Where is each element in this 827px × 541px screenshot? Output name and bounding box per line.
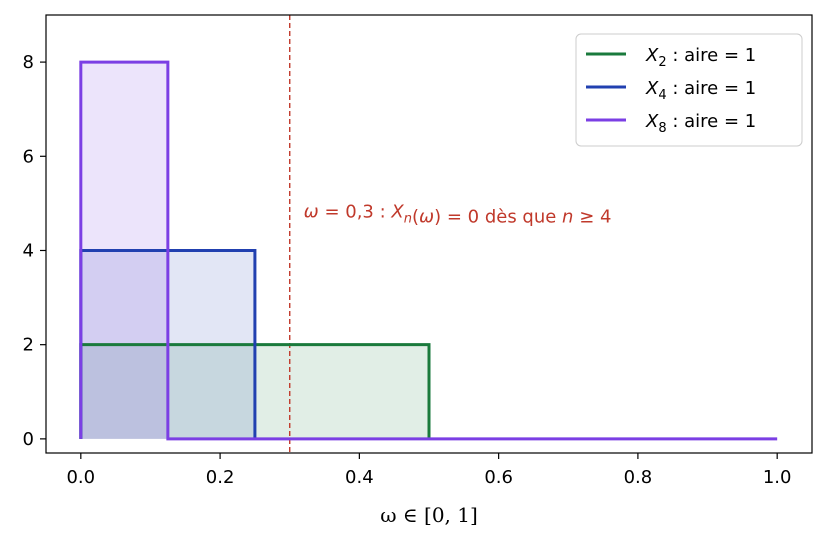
x-tick-label: 0.2 xyxy=(206,467,235,488)
series-x8-line xyxy=(79,60,778,441)
x-tick-label: 1.0 xyxy=(763,467,792,488)
y-tick-label: 8 xyxy=(23,52,34,73)
legend: X2 : aire = 1 X4 : aire = 1 X8 : aire = 1 xyxy=(575,33,803,147)
y-tick-label: 4 xyxy=(23,240,34,261)
x-ticks: 0.0 0.2 0.4 0.6 0.8 1.0 xyxy=(66,453,792,488)
x-axis-label: ω ∈ [0, 1] xyxy=(380,503,478,527)
x-tick-label: 0.8 xyxy=(624,467,653,488)
legend-x4-label: X4 : aire = 1 xyxy=(645,78,756,103)
legend-x8-label: X8 : aire = 1 xyxy=(645,111,756,136)
y-tick-label: 0 xyxy=(23,429,34,450)
y-tick-label: 6 xyxy=(23,146,34,167)
x-tick-label: 0.0 xyxy=(66,467,95,488)
legend-box xyxy=(575,33,803,147)
legend-x2-label: X2 : aire = 1 xyxy=(645,45,756,70)
series-lines xyxy=(79,60,778,441)
y-tick-label: 2 xyxy=(23,335,34,356)
y-ticks: 0 2 4 6 8 xyxy=(23,52,46,450)
plot-frame xyxy=(45,14,813,454)
annotation-text: ω = 0,3 : Xn(ω) = 0 dès que n ≥ 4 xyxy=(304,202,612,228)
x-tick-label: 0.4 xyxy=(345,467,374,488)
x-tick-label: 0.6 xyxy=(484,467,513,488)
